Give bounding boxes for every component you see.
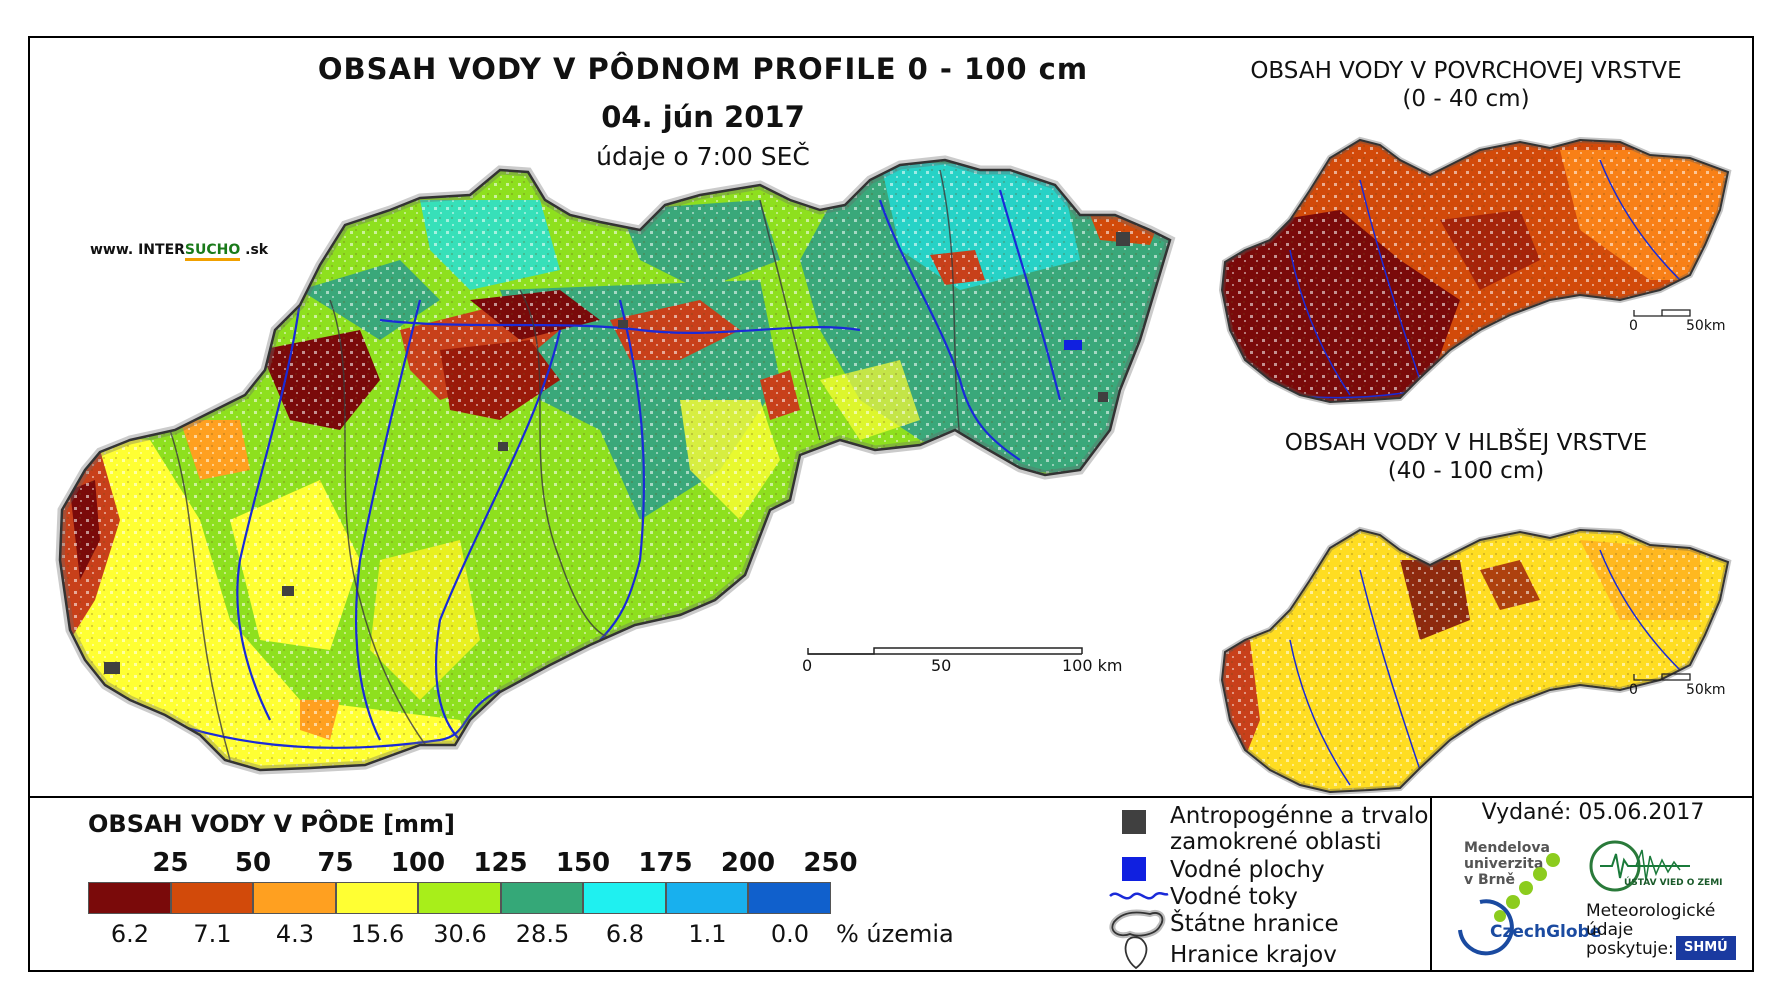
- legend-percent-value: 6.2: [110, 920, 150, 948]
- legend-break-label: 250: [803, 848, 858, 878]
- scale-inset-bottom-0: 0: [1629, 682, 1638, 698]
- inset-bottom-subtitle: (40 - 100 cm): [1387, 458, 1545, 484]
- mendel-line2: univerzita: [1464, 856, 1544, 872]
- legend-percent-value: 30.6: [433, 920, 487, 948]
- legend-percent-value: 0.0: [770, 920, 810, 948]
- meteo-line1: Meteorologické: [1586, 901, 1716, 921]
- legend-break-label: 100: [390, 848, 446, 878]
- meteo-line3: poskytuje:: [1586, 939, 1674, 959]
- legend-title: OBSAH VODY V PÔDE [mm]: [88, 810, 456, 838]
- legend-percent-value: 7.1: [193, 920, 232, 948]
- credits-divider: [1430, 796, 1432, 972]
- legend-divider: [28, 796, 1754, 798]
- legend-percent-value: 1.1: [688, 920, 727, 948]
- legend-break-label: 175: [638, 848, 693, 878]
- scale-inset-bottom-50: 50km: [1686, 682, 1726, 698]
- legend-water-bodies: Vodné plochy: [1170, 857, 1325, 883]
- legend-percent-value: 4.3: [275, 920, 315, 948]
- map-title: OBSAH VODY V PÔDNOM PROFILE 0 - 100 cm: [317, 52, 1089, 86]
- shmu-label: SHMÚ: [1684, 940, 1728, 955]
- legend-swatch: [500, 882, 583, 914]
- issued-date: Vydané: 05.06.2017: [1481, 800, 1705, 825]
- legend-swatch: [335, 882, 418, 914]
- legend-streams: Vodné toky: [1170, 884, 1298, 910]
- map-date: 04. jún 2017: [601, 100, 805, 134]
- scale-main-label-100: 100 km: [1062, 656, 1123, 675]
- legend-swatch: [583, 882, 666, 914]
- uvz-label: ÚSTAV VIED O ZEMI: [1624, 878, 1723, 888]
- website-highlight: SUCHO: [184, 242, 241, 261]
- legend-break-label: 50: [234, 848, 272, 878]
- scale-inset-top-0: 0: [1629, 318, 1638, 334]
- anthropogenic-symbol: [1122, 810, 1146, 834]
- mendel-line3: v Brně: [1464, 872, 1516, 888]
- shmu-logo-icon: [1676, 936, 1736, 960]
- mendel-line1: Mendelova: [1464, 840, 1550, 856]
- mendel-university-label: Mendelova univerzita v Brně: [1464, 840, 1550, 888]
- meteo-line2: údaje: [1586, 920, 1634, 940]
- legend-percent-value: 6.8: [605, 920, 645, 948]
- legend-swatch: [88, 882, 171, 914]
- legend-swatch: [170, 882, 253, 914]
- website-suffix: .sk: [240, 242, 269, 258]
- czechglobe-label: CzechGlobe: [1490, 922, 1602, 942]
- region-border-symbol: [1124, 936, 1148, 970]
- legend-anthropogenic-line2: zamokrené oblasti: [1170, 829, 1382, 855]
- uvz-logo-icon: [1589, 840, 1690, 892]
- legend-break-label: 200: [720, 848, 776, 878]
- czechglobe-logo-icon: [1458, 899, 1514, 956]
- website-link[interactable]: www. INTERSUCHO .sk: [90, 242, 269, 261]
- stream-symbol: [1109, 892, 1169, 900]
- legend-break-label: 75: [317, 848, 354, 878]
- legend-swatch: [418, 882, 501, 914]
- inset-top-subtitle: (0 - 40 cm): [1402, 86, 1530, 112]
- legend-percent-unit: % územia: [836, 920, 954, 948]
- legend-region-border: Hranice krajov: [1170, 942, 1337, 968]
- map-frame: [28, 36, 1754, 972]
- legend-state-border: Štátne hranice: [1170, 911, 1339, 937]
- legend-break-label: 25: [152, 848, 189, 878]
- mendel-dots-icon: [1494, 853, 1560, 922]
- scale-inset-top-50: 50km: [1686, 318, 1726, 334]
- legend-break-label: 125: [473, 848, 528, 878]
- legend-percent-value: 28.5: [515, 920, 570, 948]
- legend-swatch: [748, 882, 831, 914]
- legend-break-label: 150: [555, 848, 611, 878]
- legend-swatch: [253, 882, 336, 914]
- legend-anthropogenic-line1: Antropogénne a trvalo: [1170, 803, 1429, 829]
- water-body-symbol: [1122, 857, 1146, 881]
- scale-main-label-50: 50: [931, 656, 952, 675]
- legend-swatch: [665, 882, 748, 914]
- scale-main-label-0: 0: [802, 656, 813, 675]
- website-prefix: www. INTER: [90, 242, 185, 258]
- inset-top-title: OBSAH VODY V POVRCHOVEJ VRSTVE: [1250, 58, 1682, 84]
- meteo-provider-label: Meteorologické údaje poskytuje:: [1586, 902, 1715, 959]
- inset-bottom-title: OBSAH VODY V HLBŠEJ VRSTVE: [1284, 430, 1648, 456]
- legend-percent-value: 15.6: [350, 920, 405, 948]
- map-time-note: údaje o 7:00 SEČ: [596, 142, 810, 171]
